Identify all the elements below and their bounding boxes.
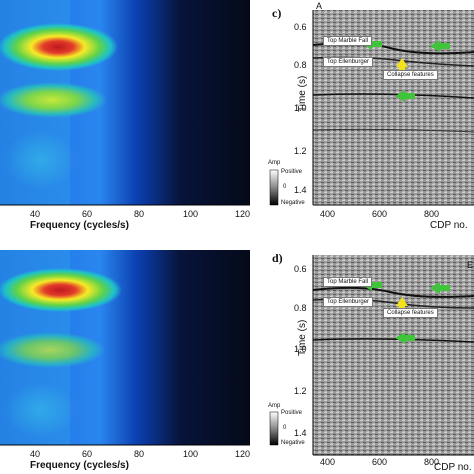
colorbar-top — [269, 169, 279, 206]
seismic-bottom-ylabel: Time (s) — [297, 319, 308, 356]
seismic-bottom-xlabel: CDP no. — [434, 462, 472, 473]
seismic-top-xtick: 400 — [320, 209, 336, 219]
spectrum-bottom-xtick: 100 — [183, 449, 199, 459]
spectrum-bottom — [0, 250, 250, 445]
spectrum-bottom-xtick: 120 — [235, 449, 251, 459]
colorbar-bottom — [269, 411, 279, 446]
colorbar-top-title: Amp — [268, 160, 281, 166]
spectrum-top-xtick: 40 — [30, 209, 41, 219]
seismic-top-xlabel: CDP no. — [430, 220, 468, 231]
spectrum-bottom-xlabel: Frequency (cycles/s) — [30, 460, 129, 471]
annotation-collapse-features: Collapse features — [383, 308, 438, 318]
spectrum-top — [0, 0, 250, 205]
seismic-top-xtick: 600 — [372, 209, 388, 219]
spectrum-bottom-xtick: 80 — [134, 449, 145, 459]
annotation-collapse-features: Collapse features — [383, 70, 438, 80]
colorbar-bottom-title: Amp — [268, 403, 281, 409]
seismic-bottom-xtick: 600 — [372, 457, 388, 467]
colorbar-bottom-negative: Negative — [281, 440, 305, 446]
seismic-bottom-ytick: 1.2 — [294, 386, 307, 396]
seismic-bottom-ytick: 1.4 — [294, 428, 307, 438]
seismic-bottom-ytick: 0.6 — [294, 264, 307, 274]
seismic-bottom-ytick: 1.0 — [294, 344, 307, 354]
annotation-top-ellenburger: Top Ellenburger — [323, 57, 374, 67]
colorbar-bottom-zero: 0 — [283, 425, 287, 431]
seismic-top-corner-label: A — [316, 1, 323, 11]
spectrum-top-xtick: 60 — [82, 209, 93, 219]
seismic-bottom-edge-char: E — [467, 260, 474, 270]
green-arrow-icon — [395, 90, 415, 102]
panel-label-d: d) — [272, 251, 283, 265]
seismic-top-xtick: 800 — [424, 209, 440, 219]
seismic-top-ytick: 1.2 — [294, 146, 307, 156]
colorbar-top-zero: 0 — [283, 184, 287, 190]
seismic-top-ytick: 1.0 — [294, 103, 307, 113]
annotation-top-marble-fall: Top Marble Fall — [323, 277, 373, 287]
spectrum-top-xtick: 80 — [134, 209, 145, 219]
seismic-top-ytick: 0.8 — [294, 60, 307, 70]
spectrum-top-xtick: 120 — [235, 209, 251, 219]
green-arrow-icon — [395, 332, 415, 344]
seismic-top-ylabel: Time (s) — [297, 75, 308, 112]
spectrum-top-xtick: 100 — [183, 209, 199, 219]
green-arrow-icon — [430, 282, 450, 294]
spectrum-top-xlabel: Frequency (cycles/s) — [30, 220, 129, 231]
colorbar-bottom-positive: Positive — [281, 410, 303, 416]
seismic-bottom-xtick: 800 — [424, 457, 440, 467]
seismic-top-ytick: 0.6 — [294, 22, 307, 32]
annotation-top-marble-fall: Top Marble Fall — [323, 36, 373, 46]
seismic-bottom-xtick: 400 — [320, 457, 336, 467]
panel-label-c: c) — [272, 6, 282, 20]
seismic-axes — [312, 10, 474, 456]
spectrum-bottom-xtick: 60 — [82, 449, 93, 459]
colorbar-top-positive: Positive — [281, 169, 303, 175]
green-arrow-icon — [430, 40, 450, 52]
spectrum-bottom-xtick: 40 — [30, 449, 41, 459]
annotation-top-ellenburger: Top Ellenburger — [323, 297, 374, 307]
seismic-top-ytick: 1.4 — [294, 185, 307, 195]
seismic-bottom-ytick: 0.8 — [294, 303, 307, 313]
colorbar-top-negative: Negative — [281, 200, 305, 206]
